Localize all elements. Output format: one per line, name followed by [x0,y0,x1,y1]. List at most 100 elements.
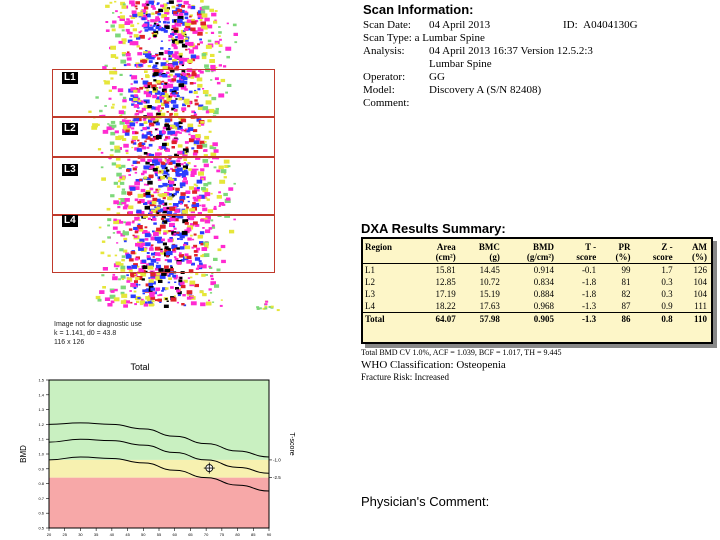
scan-pixel [137,52,143,56]
scan-pixel [110,148,114,152]
scan-pixel [113,218,117,221]
scan-pixel [126,18,130,21]
scan-pixel [172,104,179,109]
scan-pixel [147,26,154,31]
scan-pixel [109,1,113,4]
scan-pixel [108,97,112,100]
scan-pixel [104,64,108,67]
scan-pixel [173,276,178,280]
scan-pixel [171,37,175,40]
scan-pixel [196,144,203,149]
model-value: Discovery A (S/N 82408) [429,84,542,96]
scan-pixel [136,256,139,259]
scan-pixel [131,75,138,80]
scan-pixel [216,195,222,199]
scan-pixel [142,127,147,131]
scan-pixel [164,148,167,150]
scan-pixel [262,307,266,310]
scan-pixel [119,114,123,117]
scan-pixel [134,303,137,306]
scan-pixel [170,297,177,302]
scan-pixel [222,203,226,206]
scan-pixel [133,80,138,84]
scan-pixel [225,91,228,94]
scan-pixel [147,217,151,220]
scan-pixel [158,8,164,13]
scan-pixel [176,231,180,234]
scan-pixel [158,279,163,283]
scan-pixel [178,97,183,101]
scan-pixel [205,44,212,49]
y-tick-label: 1.2 [38,422,44,427]
scan-pixel [179,252,182,255]
scan-pixel [159,293,163,296]
scan-pixel [233,182,236,185]
scan-pixel [151,106,156,110]
scan-pixel [121,191,127,195]
scan-pixel [129,120,134,124]
scan-pixel [147,158,152,162]
scan-pixel [140,100,144,103]
roi-label-l1: L1 [62,72,78,84]
scan-pixel [215,42,218,45]
scan-pixel [131,127,135,130]
scan-pixel [113,200,119,205]
scan-pixel [199,231,205,235]
scan-pixel [169,206,176,211]
scan-pixel [144,140,147,143]
scan-pixel [130,83,133,85]
scan-pixel [156,158,163,163]
scan-pixel [125,254,132,259]
scan-pixel [159,301,162,303]
scan-pixel [118,278,121,281]
scan-pixel [182,209,188,214]
results-cell: 57.98 [459,312,504,325]
scan-pixel [132,130,137,135]
scan-pixel [203,154,208,157]
scan-pixel [154,152,160,156]
scan-pixel [141,9,147,13]
scan-pixel [218,64,222,67]
results-col-header: Z - score [634,239,677,264]
scan-pixel [223,176,227,179]
scan-pixel [110,131,116,136]
scan-pixel [155,87,159,90]
scan-pixel [179,12,184,16]
scan-pixel [136,300,140,303]
scan-pixel [145,242,151,247]
scan-pixel [214,77,219,81]
scan-pixel [168,193,172,196]
scan-pixel [148,0,154,5]
scan-pixel [155,17,160,22]
scan-pixel [197,17,200,20]
scan-pixel [166,169,170,172]
scan-pixel [147,19,150,22]
scan-pixel [116,242,119,244]
scan-pixel [172,61,179,66]
scan-pixel [138,63,143,67]
scan-pixel [154,206,157,208]
scan-pixel [136,209,142,214]
scan-pixel [171,78,177,82]
scan-pixel [129,0,135,5]
scan-pixel [155,106,159,109]
scan-pixel [193,165,197,168]
scan-pixel [146,93,152,98]
scan-pixel [92,123,98,128]
scan-pixel [163,232,167,235]
scan-pixel [165,9,169,12]
scan-pixel [218,26,221,28]
scan-pixel [140,158,146,162]
scan-pixel [101,177,106,181]
scan-pixel [143,90,149,95]
t-score-tick-label: -1.0 [273,457,281,462]
scan-pixel [165,298,168,300]
scan-pixel [200,168,205,172]
scan-pixel [218,93,225,98]
scan-pixel [119,11,123,14]
scan-pixel [133,34,139,38]
scan-pixel [168,39,171,42]
scan-pixel [226,197,231,201]
scan-pixel [176,159,181,163]
scan-pixel [128,211,133,215]
